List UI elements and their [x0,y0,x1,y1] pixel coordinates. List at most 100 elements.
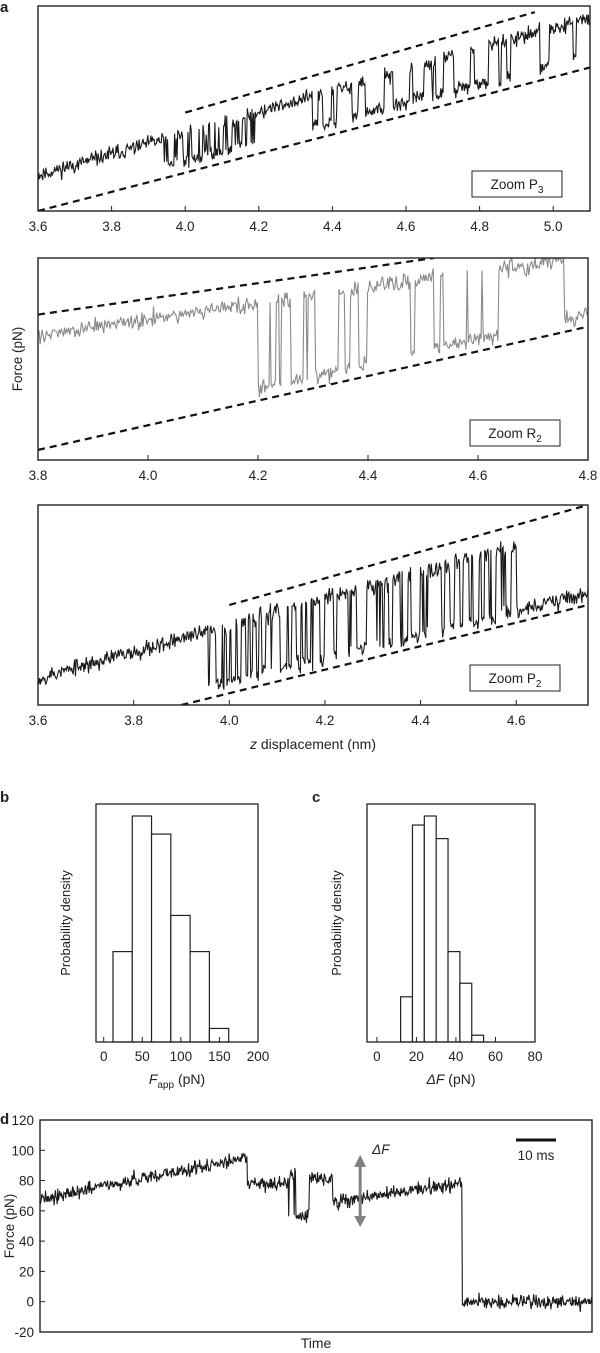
force-trace [38,14,590,183]
x-tick-label: 3.8 [124,713,143,728]
plot-area [38,258,588,451]
chart-b: 0 50 100 150 200 Probability density Fapp (pN) [58,803,270,1091]
x-axis-label-rest: displacement (nm) [257,736,376,752]
zoom-label-box [471,170,563,198]
zoom-label-subscript: 3 [538,185,544,196]
x-tick-label: 4.8 [470,219,489,234]
x-axis-label-var: F [149,1071,159,1087]
x-tick-label: 4.2 [249,219,268,234]
x-tick-label: 50 [135,1049,150,1064]
x-axis-label: Fapp (pN) [149,1071,205,1091]
x-tick-label: 20 [409,1049,424,1064]
dashed-upper-fit [184,11,536,114]
x-tick-label: 4.6 [507,713,526,728]
x-tick-label: 0 [100,1049,108,1064]
zoom-label: Zoom R2 [488,426,542,445]
y-tick-label: 40 [19,1234,34,1249]
x-axis-label: Time [301,1335,332,1351]
dashed-upper-fit [229,505,588,607]
panel-label-c: c [312,789,320,806]
y-tick-label: 60 [19,1204,34,1219]
y-axis-label: Probability density [329,870,344,976]
y-tick-label: 100 [11,1143,34,1158]
histogram-bar [112,950,133,1043]
x-tick-label: 4.6 [397,219,416,234]
force-trace [39,1151,593,1313]
x-tick-label: 4.8 [579,468,598,483]
x-tick-label: 150 [208,1049,231,1064]
zoom-label-box [469,664,561,692]
delta-f-arrow-tail [354,1215,367,1227]
delta-f-arrow-head [354,1154,367,1167]
zoom-label-subscript: 2 [536,434,542,445]
histogram-bar [189,950,211,1043]
zoom-label: Zoom P3 [491,177,544,196]
x-tick-label: 4.0 [139,468,158,483]
x-tick-label: 4.6 [469,468,488,483]
x-tick-label: 4.4 [323,219,342,234]
x-axis-label: z displacement (nm) [249,736,376,752]
histogram-bar [423,815,437,1043]
plot-area [38,505,588,705]
histogram-bar [411,824,425,1043]
x-tick-label: 3.8 [102,219,121,234]
x-tick-label: 60 [488,1049,503,1064]
zoom-label: Zoom P2 [489,671,542,690]
plot-frame [95,803,259,1043]
x-tick-label: 200 [247,1049,270,1064]
x-tick-label: 4.2 [316,713,335,728]
y-axis-label: Force (pN) [2,1194,17,1259]
x-tick-label: 100 [170,1049,193,1064]
x-tick-label: 4.4 [359,468,378,483]
x-tick-label: 40 [448,1049,463,1064]
x-axis-label-var: z [249,736,257,752]
x-axis-label-unit: (pN) [174,1071,205,1087]
panel-label-a: a [0,0,9,16]
force-trace [38,541,588,690]
chart-a2: 3.8 4.0 4.2 4.4 4.6 4.8 Zoom R2 Force (pN) [10,257,598,483]
dashed-lower-fit [181,603,588,705]
y-tick-label: 120 [11,1113,34,1128]
delta-f-label: ΔF [371,1142,390,1157]
zoom-label-text: Zoom P [491,177,538,192]
x-tick-label: 3.8 [29,468,48,483]
zoom-label-subscript: 2 [536,679,542,690]
dashed-lower-fit [38,325,588,451]
plot-frame [37,257,589,461]
y-axis-label: Force (pN) [10,327,25,392]
plot-frame [37,5,591,212]
chart-c: 0 20 40 60 80 Probability density ΔF (pN) [329,803,543,1087]
panel-label-b: b [0,789,9,806]
x-tick-label: 0 [373,1049,381,1064]
force-trace [38,258,588,398]
histogram-bar [131,815,153,1043]
histogram-bar [435,837,449,1043]
histogram-bar [150,833,172,1043]
chart-a3: 3.6 3.8 4.0 4.2 4.4 4.6 Zoom P2 z displacement … [29,504,589,752]
x-tick-label: 5.0 [544,219,563,234]
y-tick-label: 20 [19,1264,34,1279]
scale-bar-label: 10 ms [518,1148,555,1163]
x-tick-label: 4.4 [411,713,430,728]
plot-area [38,11,590,211]
plot-frame [39,1119,593,1333]
x-tick-label: 80 [527,1049,542,1064]
chart-a1: 3.6 3.8 4.0 4.2 4.4 4.6 4.8 5.0 Zoom P3 [29,5,591,234]
x-tick-label: 4.2 [249,468,268,483]
zoom-label-text: Zoom P [489,671,536,686]
histogram-bar [459,982,473,1043]
zoom-label-box [469,419,561,447]
chart-d: -20 0 20 40 60 80 100 120 ΔF 10 ms Force (pN) Time [2,1113,593,1351]
x-tick-label: 3.6 [29,219,48,234]
y-tick-label: 80 [19,1174,34,1189]
plot-frame [366,803,536,1043]
x-tick-label: 4.0 [176,219,195,234]
histogram-bar [471,1034,485,1043]
dashed-upper-fit [38,258,435,316]
histogram-bar [170,914,191,1043]
x-tick-label: 3.6 [29,713,48,728]
y-axis-label: Probability density [58,870,73,976]
x-tick-label: 4.0 [220,713,239,728]
x-axis-label: ΔF (pN) [425,1071,475,1087]
